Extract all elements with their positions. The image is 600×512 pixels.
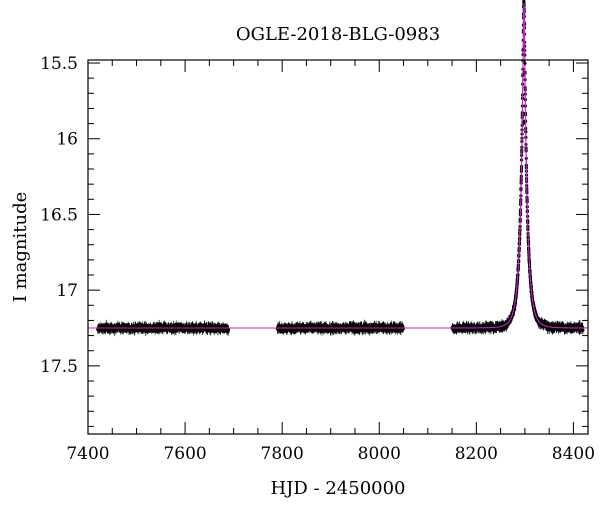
data-point [226,327,231,332]
chart-title: OGLE-2018-BLG-0983 [236,24,440,45]
y-tick-label: 17 [56,281,78,301]
y-tick-label: 17.5 [40,357,78,377]
x-tick-label: 8000 [358,444,401,464]
model-curve [88,3,588,329]
x-tick-label: 7400 [66,444,109,464]
y-tick-label: 15.5 [40,54,78,74]
x-tick-label: 7800 [261,444,304,464]
plot-frame [87,59,589,435]
y-tick-label: 16 [56,130,78,150]
y-tick-label: 16.5 [40,205,78,225]
plot-area [88,0,588,337]
data-point [581,328,585,332]
axis-ticks: 7400 7600 7800 8000 8200 8400 15.5 16 16.5 17 17.5 [40,54,595,464]
x-tick-label: 8400 [552,444,595,464]
y-axis-label: I magnitude [10,192,31,303]
x-tick-label: 8200 [455,444,498,464]
x-axis-label: HJD - 2450000 [270,478,405,499]
x-tick-label: 7600 [163,444,206,464]
